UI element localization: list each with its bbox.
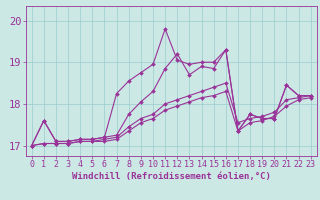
X-axis label: Windchill (Refroidissement éolien,°C): Windchill (Refroidissement éolien,°C) [72,172,271,181]
